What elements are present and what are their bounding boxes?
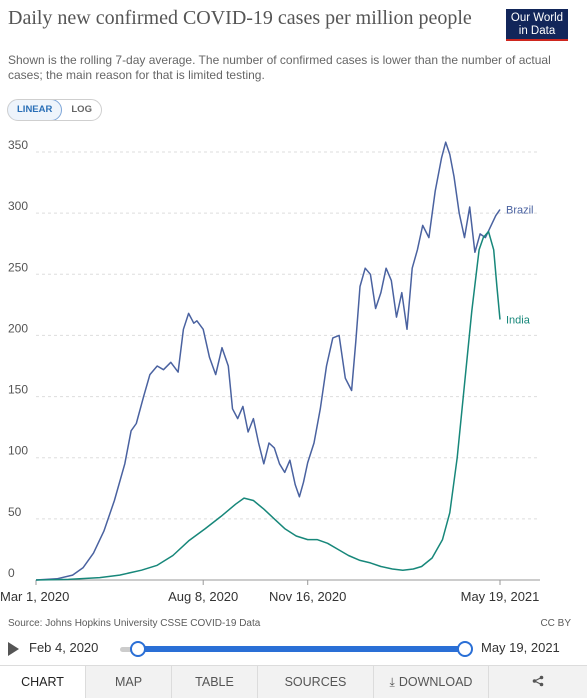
x-tick-label: Mar 1, 2020 bbox=[0, 589, 69, 604]
series-label-india: India bbox=[506, 315, 531, 327]
y-tick-label: 200 bbox=[8, 321, 28, 335]
chart-title: Daily new confirmed COVID-19 cases per m… bbox=[8, 7, 472, 29]
timeline-start-handle[interactable] bbox=[130, 641, 146, 657]
timeline-start-label: Feb 4, 2020 bbox=[29, 640, 99, 655]
log-scale-button[interactable]: LOG bbox=[71, 104, 92, 115]
chart-subtitle: Shown is the rolling 7-day average. The … bbox=[8, 53, 551, 82]
y-tick-label: 350 bbox=[8, 138, 28, 152]
timeline-end-label: May 19, 2021 bbox=[481, 640, 560, 655]
linear-scale-button[interactable]: LINEAR bbox=[7, 100, 63, 120]
timeline-slider[interactable]: Feb 4, 2020 May 19, 2021 bbox=[0, 638, 587, 660]
tab-table[interactable]: TABLE bbox=[172, 666, 258, 698]
y-tick-label: 50 bbox=[8, 505, 22, 519]
license-link[interactable]: CC BY bbox=[540, 618, 571, 629]
play-icon[interactable] bbox=[8, 642, 19, 656]
logo-red-bar bbox=[506, 39, 568, 41]
tab-download[interactable]: ⤓ DOWNLOAD bbox=[374, 666, 489, 698]
owid-logo[interactable]: Our World in Data bbox=[506, 9, 568, 41]
series-lines bbox=[35, 141, 501, 581]
x-tick-label: Nov 16, 2020 bbox=[269, 589, 346, 604]
x-tick-label: May 19, 2021 bbox=[461, 589, 540, 604]
x-axis: Mar 1, 2020 Aug 8, 2020 Nov 16, 2020 May 19… bbox=[0, 580, 539, 604]
y-axis-ticks: 0 50 100 150 200 250 300 350 bbox=[8, 138, 28, 580]
chart-grid bbox=[36, 151, 540, 581]
source-note[interactable]: Source: Johns Hopkins University CSSE CO… bbox=[8, 618, 261, 629]
y-tick-label: 150 bbox=[8, 383, 28, 397]
series-labels: Brazil India bbox=[506, 204, 534, 326]
share-icon bbox=[532, 675, 544, 687]
tab-sources[interactable]: SOURCES bbox=[258, 666, 374, 698]
tab-download-label: DOWNLOAD bbox=[398, 675, 473, 689]
y-tick-label: 100 bbox=[8, 444, 28, 458]
timeline-end-handle[interactable] bbox=[457, 641, 473, 657]
logo-line-2: in Data bbox=[518, 25, 556, 37]
y-tick-label: 0 bbox=[8, 566, 15, 580]
logo-line-1: Our World bbox=[510, 12, 564, 24]
y-tick-label: 250 bbox=[8, 260, 28, 274]
download-icon: ⤓ bbox=[389, 675, 395, 689]
series-line-brazil bbox=[35, 141, 501, 581]
series-line-india bbox=[35, 230, 501, 581]
line-chart: 0 50 100 150 200 250 300 350 Mar 1, 2020 Aug 8, … bbox=[0, 138, 540, 604]
tab-chart[interactable]: CHART bbox=[0, 666, 86, 698]
bottom-tab-bar: CHART MAP TABLE SOURCES ⤓ DOWNLOAD bbox=[0, 665, 587, 698]
tab-share[interactable] bbox=[489, 666, 587, 698]
timeline-range-fill bbox=[137, 646, 464, 652]
scale-toggle[interactable]: LINEAR LOG bbox=[7, 99, 102, 121]
series-label-brazil: Brazil bbox=[506, 204, 534, 216]
tab-map[interactable]: MAP bbox=[86, 666, 172, 698]
x-tick-label: Aug 8, 2020 bbox=[168, 589, 238, 604]
y-tick-label: 300 bbox=[8, 199, 28, 213]
